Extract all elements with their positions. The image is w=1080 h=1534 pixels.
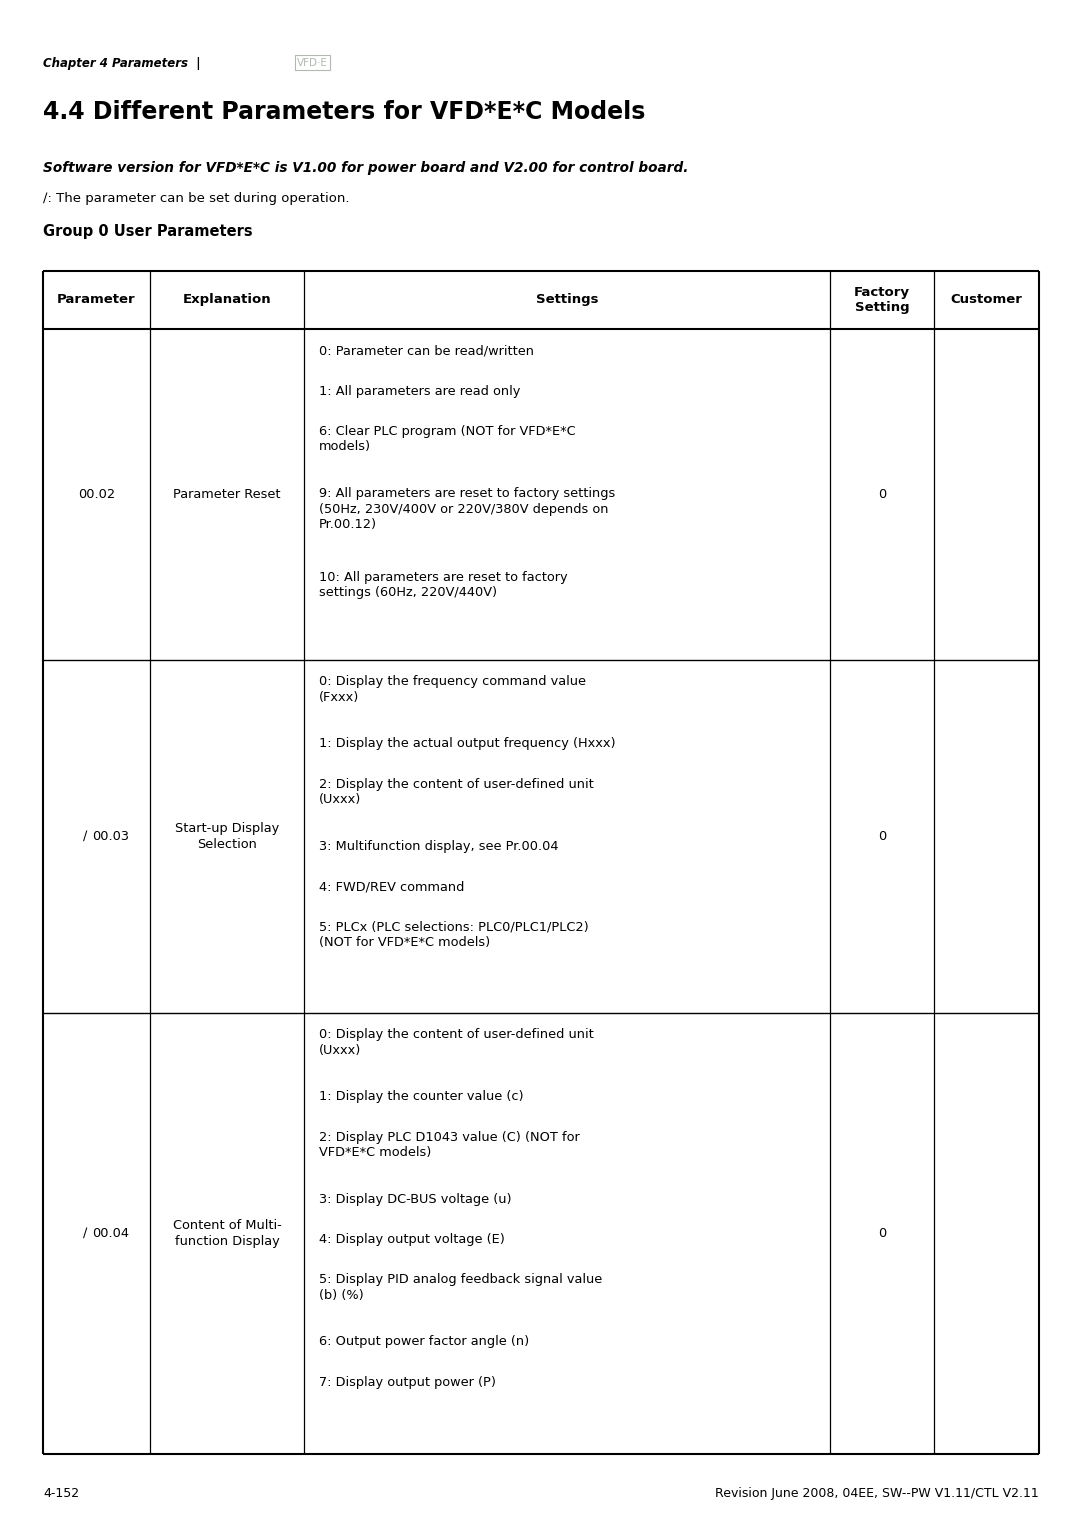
Text: 0: Display the frequency command value
(Fxxx): 0: Display the frequency command value (… [320, 675, 586, 704]
Text: Settings: Settings [536, 293, 598, 307]
Text: Customer: Customer [950, 293, 1023, 307]
Text: Start-up Display
Selection: Start-up Display Selection [175, 822, 279, 851]
Text: Revision June 2008, 04EE, SW--PW V1.11/CTL V2.11: Revision June 2008, 04EE, SW--PW V1.11/C… [715, 1488, 1039, 1500]
Text: 7: Display output power (P): 7: Display output power (P) [320, 1376, 496, 1388]
Text: 0: Display the content of user-defined unit
(Uxxx): 0: Display the content of user-defined u… [320, 1028, 594, 1057]
Text: 4.4 Different Parameters for VFD*E*C Models: 4.4 Different Parameters for VFD*E*C Mod… [43, 100, 646, 124]
Text: 1: Display the actual output frequency (Hxxx): 1: Display the actual output frequency (… [320, 738, 616, 750]
Text: 5: PLCx (PLC selections: PLC0/PLC1/PLC2)
(NOT for VFD*E*C models): 5: PLCx (PLC selections: PLC0/PLC1/PLC2)… [320, 920, 589, 950]
Text: 0: 0 [878, 830, 887, 844]
Text: VFD·E: VFD·E [297, 57, 328, 67]
Text: ∕: ∕ [83, 1227, 87, 1239]
Text: 4: Display output voltage (E): 4: Display output voltage (E) [320, 1233, 505, 1246]
Text: 00.03: 00.03 [92, 830, 130, 844]
Text: ∕: ∕ [83, 830, 87, 844]
Text: Factory
Setting: Factory Setting [854, 285, 910, 314]
Text: 3: Multifunction display, see Pr.00.04: 3: Multifunction display, see Pr.00.04 [320, 839, 558, 853]
Text: 9: All parameters are reset to factory settings
(50Hz, 230V/400V or 220V/380V de: 9: All parameters are reset to factory s… [320, 488, 616, 531]
Text: 4-152: 4-152 [43, 1488, 79, 1500]
Text: 00.02: 00.02 [78, 488, 116, 502]
Text: 2: Display PLC D1043 value (C) (NOT for
VFD*E*C models): 2: Display PLC D1043 value (C) (NOT for … [320, 1131, 580, 1160]
Text: 2: Display the content of user-defined unit
(Uxxx): 2: Display the content of user-defined u… [320, 778, 594, 807]
Text: Parameter Reset: Parameter Reset [173, 488, 281, 502]
Text: Chapter 4 Parameters  |: Chapter 4 Parameters | [43, 57, 201, 69]
Text: 1: Display the counter value (c): 1: Display the counter value (c) [320, 1091, 524, 1103]
Text: 00.04: 00.04 [92, 1227, 130, 1239]
Text: Software version for VFD*E*C is V1.00 for power board and V2.00 for control boar: Software version for VFD*E*C is V1.00 fo… [43, 161, 689, 175]
Text: 3: Display DC-BUS voltage (u): 3: Display DC-BUS voltage (u) [320, 1193, 512, 1206]
Text: Content of Multi-
function Display: Content of Multi- function Display [173, 1220, 281, 1249]
Text: 0: 0 [878, 488, 887, 502]
Text: Group 0 User Parameters: Group 0 User Parameters [43, 224, 253, 239]
Text: 10: All parameters are reset to factory
settings (60Hz, 220V/440V): 10: All parameters are reset to factory … [320, 571, 568, 600]
Text: 0: 0 [878, 1227, 887, 1239]
Text: 1: All parameters are read only: 1: All parameters are read only [320, 385, 521, 397]
Text: 4: FWD/REV command: 4: FWD/REV command [320, 881, 464, 893]
Text: 6: Clear PLC program (NOT for VFD*E*C
models): 6: Clear PLC program (NOT for VFD*E*C mo… [320, 425, 576, 454]
Text: 0: Parameter can be read/written: 0: Parameter can be read/written [320, 345, 535, 357]
Text: ∕: The parameter can be set during operation.: ∕: The parameter can be set during opera… [43, 192, 350, 204]
Text: 5: Display PID analog feedback signal value
(b) (%): 5: Display PID analog feedback signal va… [320, 1273, 603, 1302]
Text: 6: Output power factor angle (n): 6: Output power factor angle (n) [320, 1336, 529, 1348]
Text: Explanation: Explanation [183, 293, 271, 307]
Text: Parameter: Parameter [57, 293, 136, 307]
